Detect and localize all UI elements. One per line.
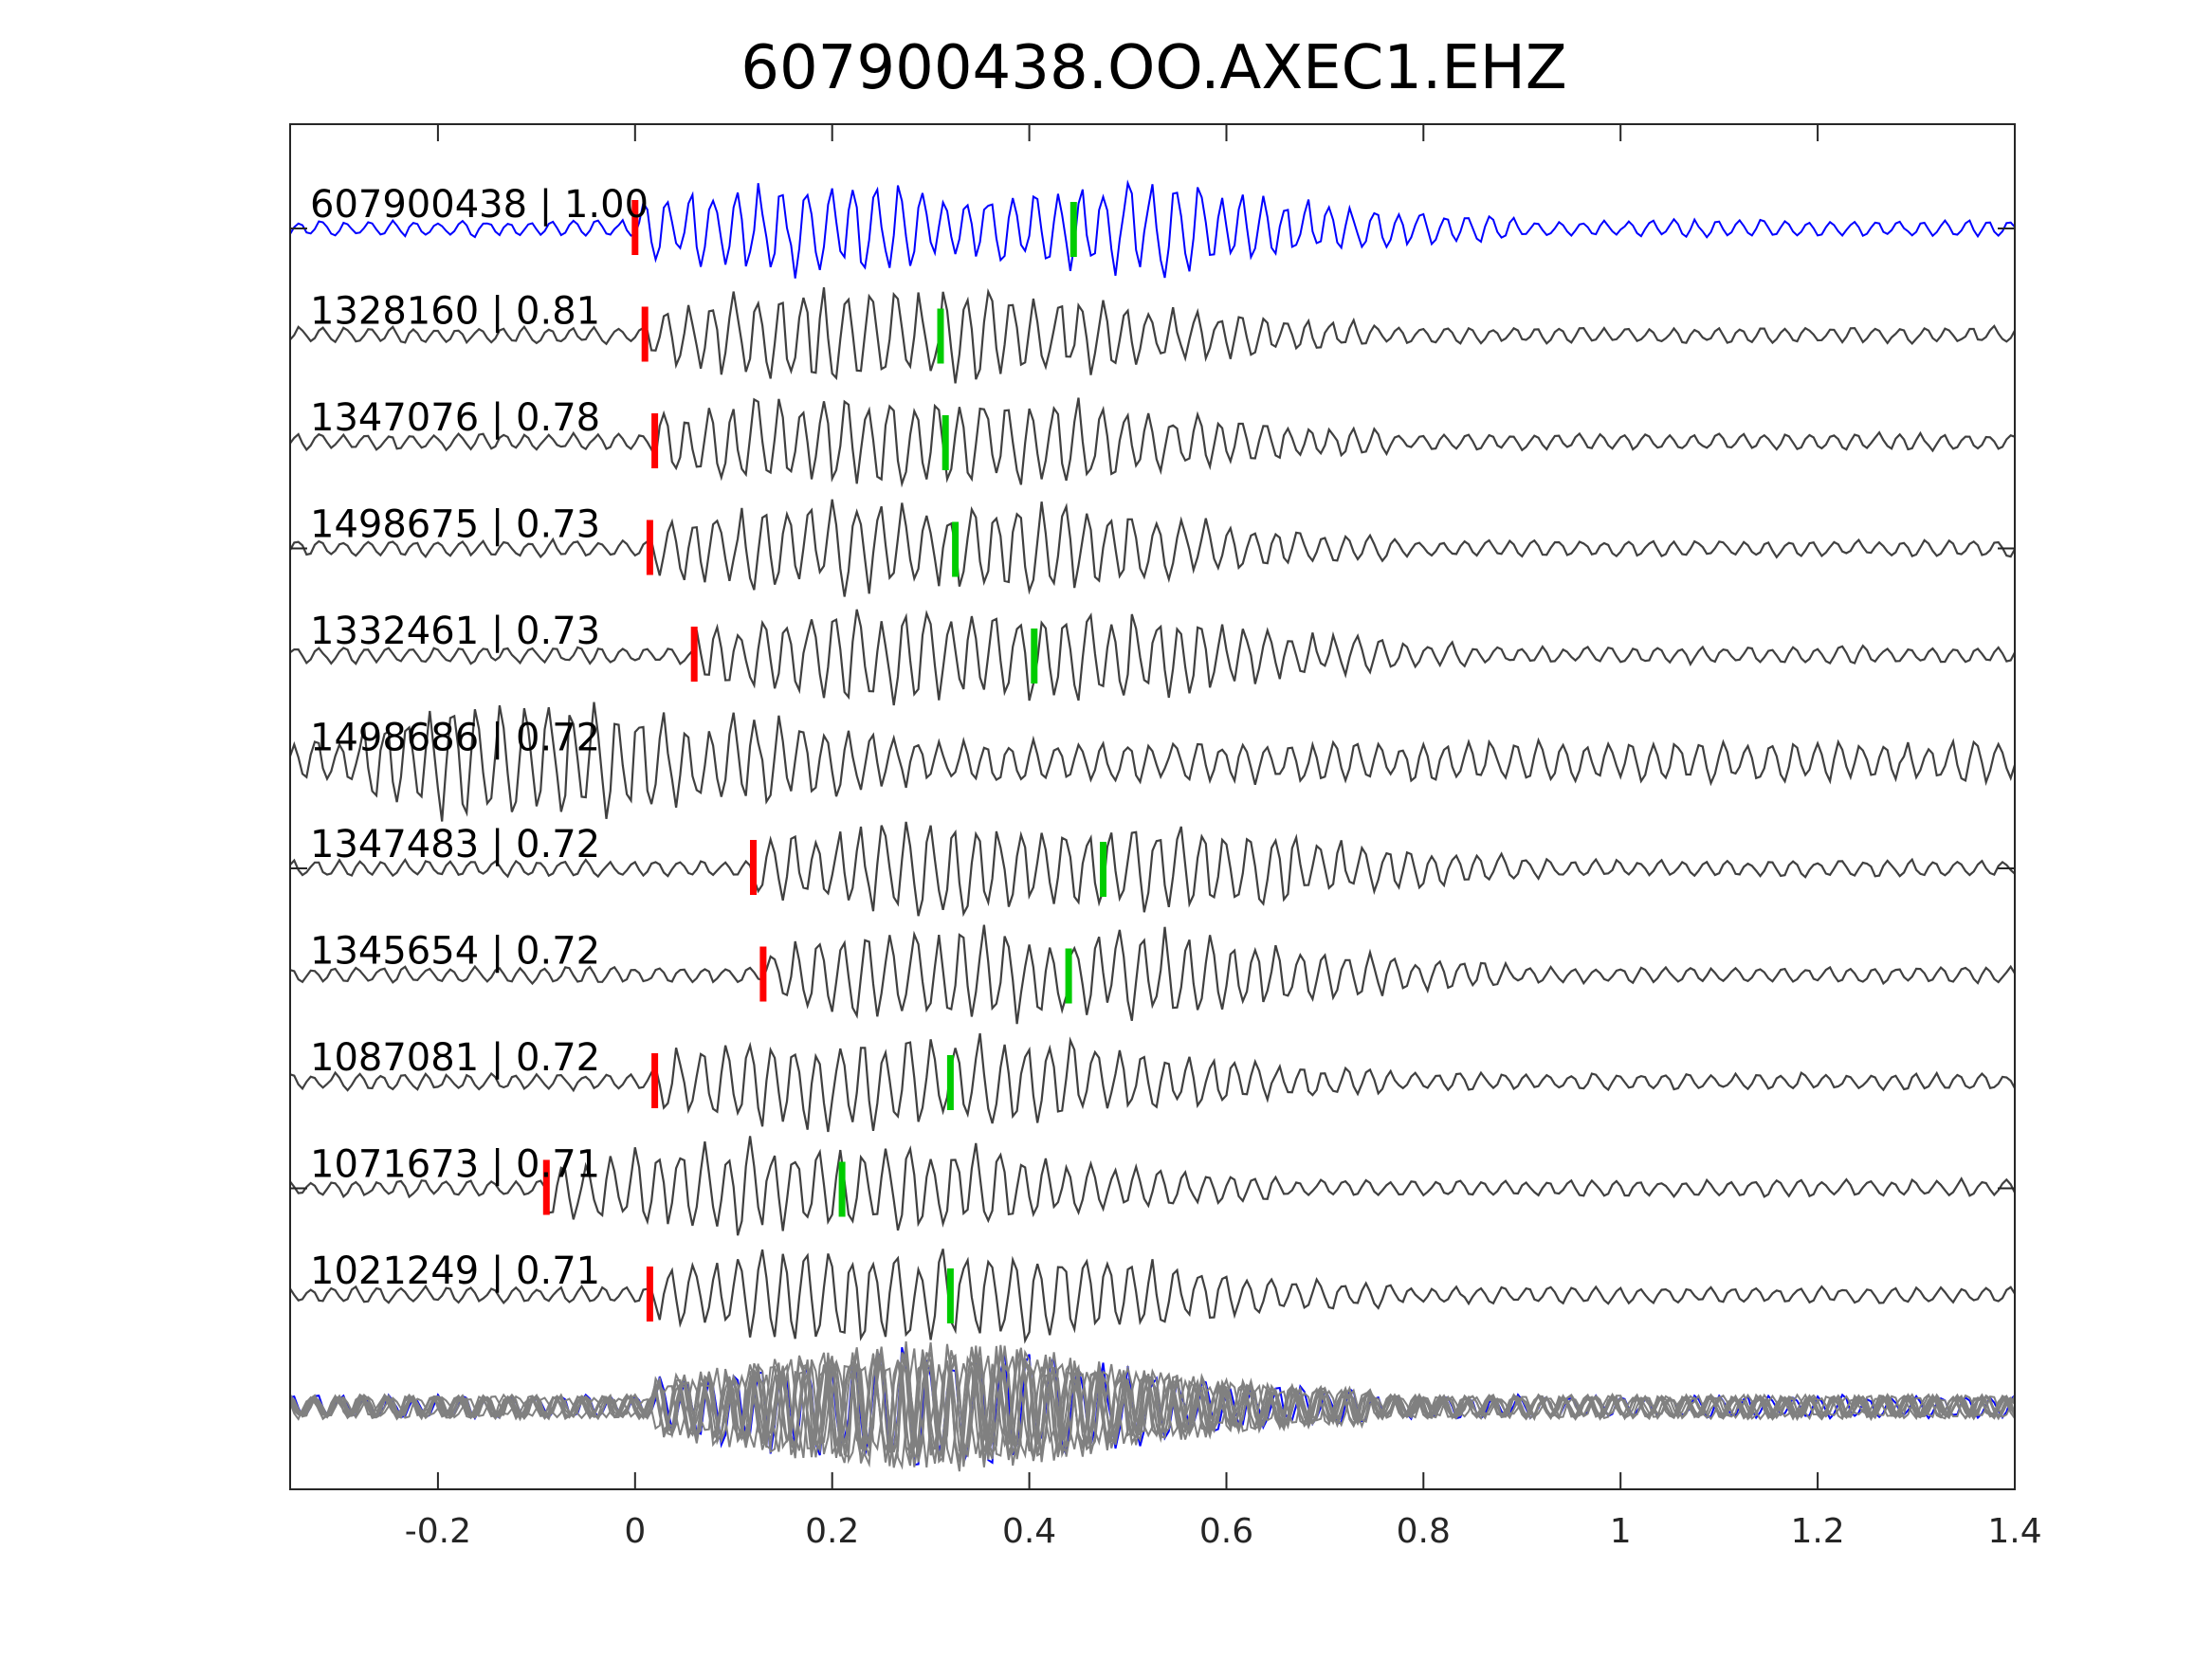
trace-label-10: 1021249 | 0.71 [310, 1249, 600, 1293]
x-tick-label-4: 0.6 [1199, 1512, 1253, 1551]
x-tick-label-2: 0.2 [805, 1512, 859, 1551]
chart-title: 607900438.OO.AXEC1.EHZ [740, 33, 1567, 103]
x-axis: -0.2 0 0.2 0.4 0.6 0.8 1 1.2 1.4 [405, 124, 2042, 1551]
trace-waveform-2 [289, 397, 2016, 488]
x-tick-label-1: 0 [624, 1512, 646, 1551]
trace-waveform-4 [289, 609, 2016, 706]
trace-label-6: 1347483 | 0.72 [310, 823, 600, 866]
trace-label-0: 607900438 | 1.00 [310, 183, 649, 227]
trace-waveform-5 [288, 702, 2017, 822]
trace-label-2: 1347076 | 0.78 [310, 396, 600, 440]
plot-area-frame [289, 123, 2016, 1490]
trace-waveform-10 [289, 1249, 2016, 1344]
trace-label-9: 1071673 | 0.71 [310, 1143, 600, 1187]
trace-labels-layer: 607900438 | 1.00 1328160 | 0.81 1347076 | … [310, 183, 649, 1293]
stack-overlay-waveform-9 [289, 1345, 2016, 1472]
y-ticks-layer [290, 228, 2015, 1190]
x-tick-label-3: 0.4 [1002, 1512, 1056, 1551]
trace-label-4: 1332461 | 0.73 [310, 610, 600, 653]
x-tick-label-0: -0.2 [405, 1512, 471, 1551]
stack-overlay-waveform-4 [289, 1349, 2016, 1464]
trace-waveform-1 [289, 287, 2016, 384]
trace-waveform-3 [289, 499, 2016, 597]
x-tick-label-5: 0.8 [1397, 1512, 1451, 1551]
trace-waveform-7 [289, 924, 2016, 1025]
x-tick-label-8: 1.4 [1987, 1512, 2041, 1551]
trace-label-5: 1498686 | 0.72 [310, 717, 600, 760]
traces-layer [288, 179, 2017, 1472]
trace-waveform-9 [289, 1136, 2016, 1236]
x-tick-label-7: 1.2 [1790, 1512, 1844, 1551]
trace-waveform-6 [289, 821, 2016, 918]
trace-label-7: 1345654 | 0.72 [310, 930, 600, 974]
x-tick-label-6: 1 [1610, 1512, 1632, 1551]
picks-layer [542, 200, 1106, 1323]
trace-waveform-8 [289, 1032, 2016, 1133]
trace-waveform-0 [289, 179, 2016, 279]
trace-label-8: 1087081 | 0.72 [310, 1036, 600, 1080]
trace-label-3: 1498675 | 0.73 [310, 503, 600, 547]
trace-label-1: 1328160 | 0.81 [310, 290, 600, 334]
stack-overlay-waveform-10 [289, 1349, 2016, 1467]
